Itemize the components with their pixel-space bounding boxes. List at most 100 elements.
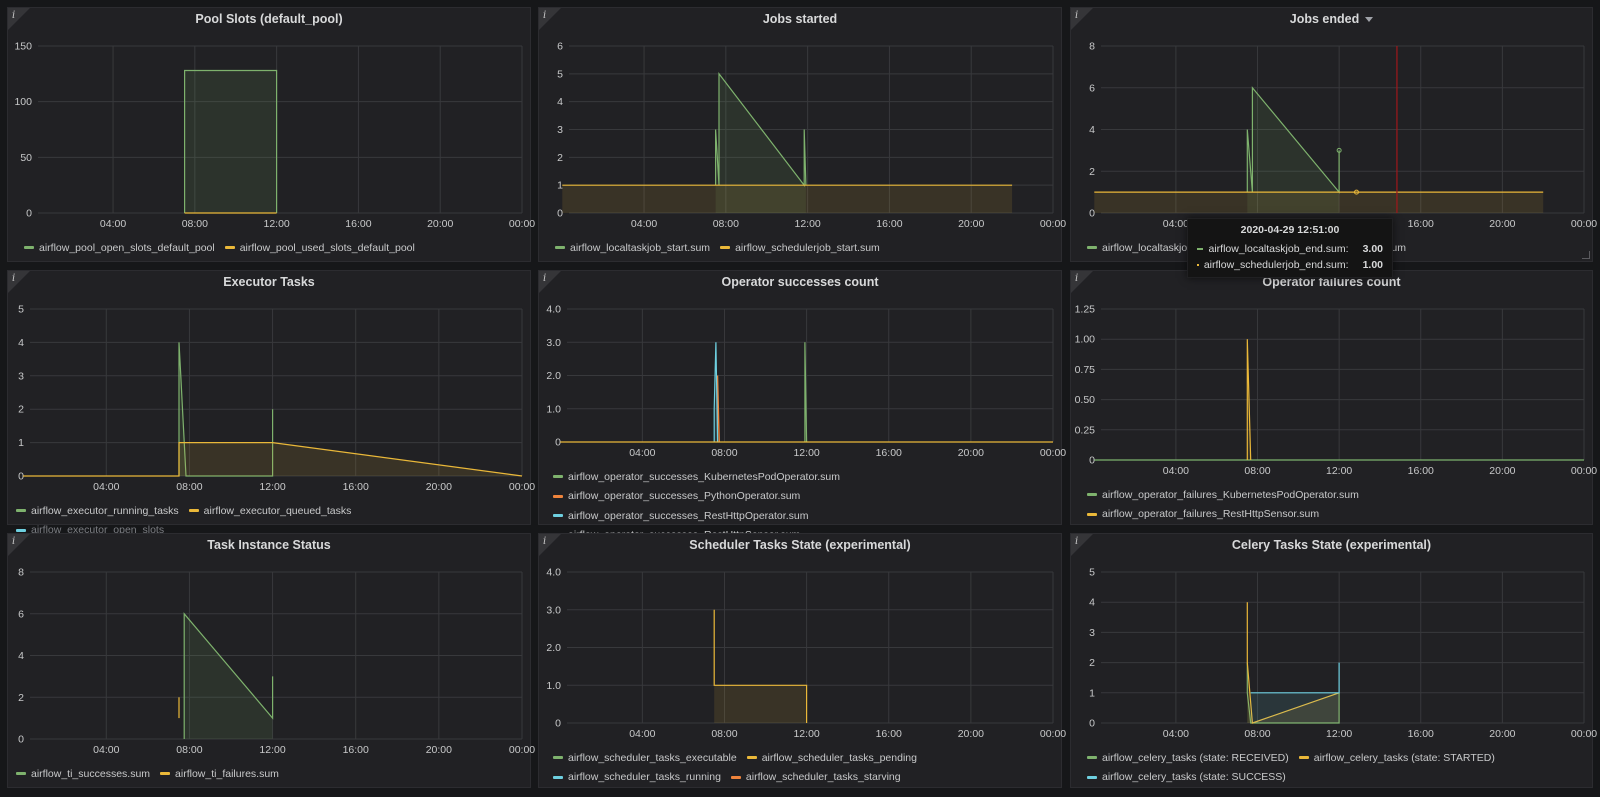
panel-info-corner[interactable] bbox=[539, 534, 561, 556]
panel-info-corner[interactable] bbox=[8, 534, 30, 556]
panel-celery[interactable]: i Celery Tasks State (experimental) 5 4 3 2 1 0… bbox=[1070, 533, 1597, 789]
info-icon[interactable]: i bbox=[543, 10, 547, 21]
x-tick-label: 20:00 bbox=[958, 447, 984, 459]
panel-title[interactable]: Scheduler Tasks State (experimental) bbox=[539, 538, 1061, 552]
panel-info-corner[interactable] bbox=[8, 271, 30, 293]
series-line[interactable] bbox=[1250, 662, 1340, 694]
legend-item[interactable]: airflow_operator_successes_PythonOperato… bbox=[553, 487, 800, 505]
tooltip-swatch bbox=[1197, 264, 1199, 266]
info-icon[interactable]: i bbox=[1075, 536, 1079, 547]
x-tick-label: 20:00 bbox=[958, 218, 984, 230]
chart-op_fail[interactable]: 1.25 1.00 0.75 0.50 0.25 0 04:00 08:00 12:00 16:0… bbox=[1071, 271, 1598, 526]
legend-swatch bbox=[555, 246, 565, 249]
legend-item[interactable]: airflow_scheduler_tasks_pending bbox=[746, 749, 917, 767]
series-line[interactable] bbox=[23, 442, 523, 477]
legend-item[interactable]: airflow_operator_failures_KubernetesPodO… bbox=[1087, 486, 1359, 504]
chart-sched_tasks[interactable]: 4.0 3.0 2.0 1.0 0 04:00 08:00 12:00 16:00 20:00 00… bbox=[539, 534, 1066, 789]
panel-jobs_started[interactable]: i Jobs started 6 5 4 3 2 1 0 04:00 08:00 12:00 16:00… bbox=[538, 7, 1066, 263]
series-line[interactable] bbox=[1246, 602, 1340, 724]
legend-item[interactable]: airflow_operator_successes_KubernetesPod… bbox=[553, 468, 840, 486]
legend-item[interactable]: airflow_celery_tasks (state: RECEIVED) bbox=[1087, 749, 1289, 767]
panel-title[interactable]: Jobs started bbox=[539, 12, 1061, 26]
legend-item[interactable]: airflow_operator_failures_RestHttpSensor… bbox=[1087, 505, 1319, 523]
x-tick-label: 20:00 bbox=[1489, 218, 1515, 230]
chart-op_success[interactable]: 4.0 3.0 2.0 1.0 0 04:00 08:00 12:00 16:00 20:00 00… bbox=[539, 271, 1066, 526]
legend: airflow_operator_successes_KubernetesPod… bbox=[553, 466, 1049, 544]
x-tick-label: 12:00 bbox=[793, 728, 819, 740]
legend-item[interactable]: airflow_celery_tasks (state: STARTED) bbox=[1298, 749, 1495, 767]
legend-item[interactable]: airflow_operator_successes_RestHttpOpera… bbox=[553, 507, 808, 525]
series-line[interactable] bbox=[713, 342, 719, 443]
y-tick-label: 2 bbox=[18, 404, 24, 416]
panel-info-corner[interactable] bbox=[1071, 534, 1093, 556]
panel-info-corner[interactable] bbox=[539, 271, 561, 293]
x-tick-label: 08:00 bbox=[182, 218, 208, 230]
x-tick-label: 16:00 bbox=[876, 728, 902, 740]
legend-item[interactable]: airflow_schedulerjob_start.sum bbox=[720, 239, 880, 257]
chart-executor[interactable]: 5 4 3 2 1 0 04:00 08:00 12:00 16:00 20:00 00:00 bbox=[8, 271, 535, 526]
chart-ti_status[interactable]: 8 6 4 2 0 04:00 08:00 12:00 16:00 20:00 00:00 bbox=[8, 534, 535, 789]
panel-title[interactable]: Task Instance Status bbox=[8, 538, 530, 552]
series-line[interactable] bbox=[804, 342, 808, 443]
legend-item[interactable]: airflow_pool_open_slots_default_pool bbox=[24, 239, 215, 257]
legend-swatch bbox=[188, 509, 199, 512]
panel-info-corner[interactable] bbox=[8, 8, 30, 30]
panel-sched_tasks[interactable]: i Scheduler Tasks State (experimental) 4.0… bbox=[538, 533, 1066, 789]
chart-pool[interactable]: 150 100 50 0 04:00 08:00 12:00 16:00 20:00 00:00 bbox=[8, 8, 535, 263]
y-tick-label: 3 bbox=[1089, 627, 1095, 639]
legend-item[interactable]: airflow_ti_successes.sum bbox=[16, 765, 150, 783]
series-line[interactable] bbox=[713, 609, 808, 723]
legend-label: airflow_scheduler_tasks_pending bbox=[761, 751, 917, 764]
legend-item[interactable]: airflow_scheduler_tasks_executable bbox=[553, 749, 737, 767]
legend-item[interactable]: airflow_pool_used_slots_default_pool bbox=[224, 239, 415, 257]
panel-op_fail[interactable]: i Operator failures count 1.25 1.00 0.75 0.50… bbox=[1070, 270, 1598, 526]
panel-title[interactable]: Operator failures count bbox=[1071, 275, 1592, 289]
y-tick-label: 0.75 bbox=[1075, 364, 1096, 376]
panel-info-corner[interactable] bbox=[1071, 271, 1093, 293]
tooltip-row: airflow_localtaskjob_end.sum: 3.00 bbox=[1197, 241, 1383, 257]
series-line[interactable] bbox=[1246, 86, 1340, 194]
chevron-down-icon[interactable] bbox=[1365, 17, 1374, 23]
series-line[interactable] bbox=[1246, 339, 1252, 461]
series-line[interactable] bbox=[178, 342, 274, 477]
chart-jobs_started[interactable]: 6 5 4 3 2 1 0 04:00 08:00 12:00 16:00 20:00 00:00 bbox=[539, 8, 1066, 263]
info-icon[interactable]: i bbox=[12, 273, 16, 284]
panel-title[interactable]: Pool Slots (default_pool) bbox=[8, 12, 530, 26]
info-icon[interactable]: i bbox=[1075, 10, 1079, 21]
legend-item[interactable]: airflow_localtaskjob_start.sum bbox=[555, 239, 710, 257]
info-icon[interactable]: i bbox=[543, 536, 547, 547]
legend-item[interactable]: airflow_celery_tasks (state: SUCCESS) bbox=[1087, 768, 1286, 786]
x-tick-label: 20:00 bbox=[426, 744, 452, 756]
y-tick-label: 1.0 bbox=[546, 680, 561, 692]
y-tick-label: 3.0 bbox=[546, 604, 561, 616]
legend-item[interactable]: airflow_scheduler_tasks_running bbox=[553, 768, 721, 786]
y-tick-label: 0 bbox=[1089, 718, 1095, 730]
info-icon[interactable]: i bbox=[1075, 273, 1079, 284]
info-icon[interactable]: i bbox=[12, 536, 16, 547]
y-tick-label: 4 bbox=[557, 96, 563, 108]
info-icon[interactable]: i bbox=[543, 273, 547, 284]
panel-info-corner[interactable] bbox=[1071, 8, 1093, 30]
series-line[interactable] bbox=[184, 69, 278, 214]
legend-item[interactable]: airflow_executor_queued_tasks bbox=[188, 502, 351, 520]
legend-item[interactable]: airflow_executor_running_tasks bbox=[16, 502, 179, 520]
chart-celery[interactable]: 5 4 3 2 1 0 04:00 08:00 12:00 16:00 20:00 00:00 bbox=[1071, 534, 1597, 789]
legend-swatch bbox=[1087, 775, 1097, 779]
series-line[interactable] bbox=[715, 72, 807, 187]
legend-item[interactable]: airflow_ti_failures.sum bbox=[160, 765, 279, 783]
panel-title[interactable]: Jobs ended bbox=[1071, 12, 1592, 26]
info-icon[interactable]: i bbox=[12, 10, 16, 21]
legend-item[interactable]: airflow_scheduler_tasks_starving bbox=[730, 768, 901, 786]
resize-handle[interactable] bbox=[1582, 251, 1590, 259]
panel-pool[interactable]: i Pool Slots (default_pool) 150 100 50 0 04:00… bbox=[7, 7, 535, 263]
panel-ti_status[interactable]: i Task Instance Status 8 6 4 2 0 04:00 08:00 12:0… bbox=[7, 533, 535, 789]
panel-op_success[interactable]: i Operator successes count 4.0 3.0 2.0 1.0 0 04… bbox=[538, 270, 1066, 541]
panel-title[interactable]: Celery Tasks State (experimental) bbox=[1071, 538, 1592, 552]
series-line[interactable] bbox=[1246, 662, 1340, 724]
panel-title[interactable]: Operator successes count bbox=[539, 275, 1061, 289]
panel-title[interactable]: Executor Tasks bbox=[8, 275, 530, 289]
series-line[interactable] bbox=[183, 612, 274, 739]
panel-info-corner[interactable] bbox=[539, 8, 561, 30]
panel-executor[interactable]: i Executor Tasks 5 4 3 2 1 0 04:00 08:00 12:00 16:0… bbox=[7, 270, 535, 536]
